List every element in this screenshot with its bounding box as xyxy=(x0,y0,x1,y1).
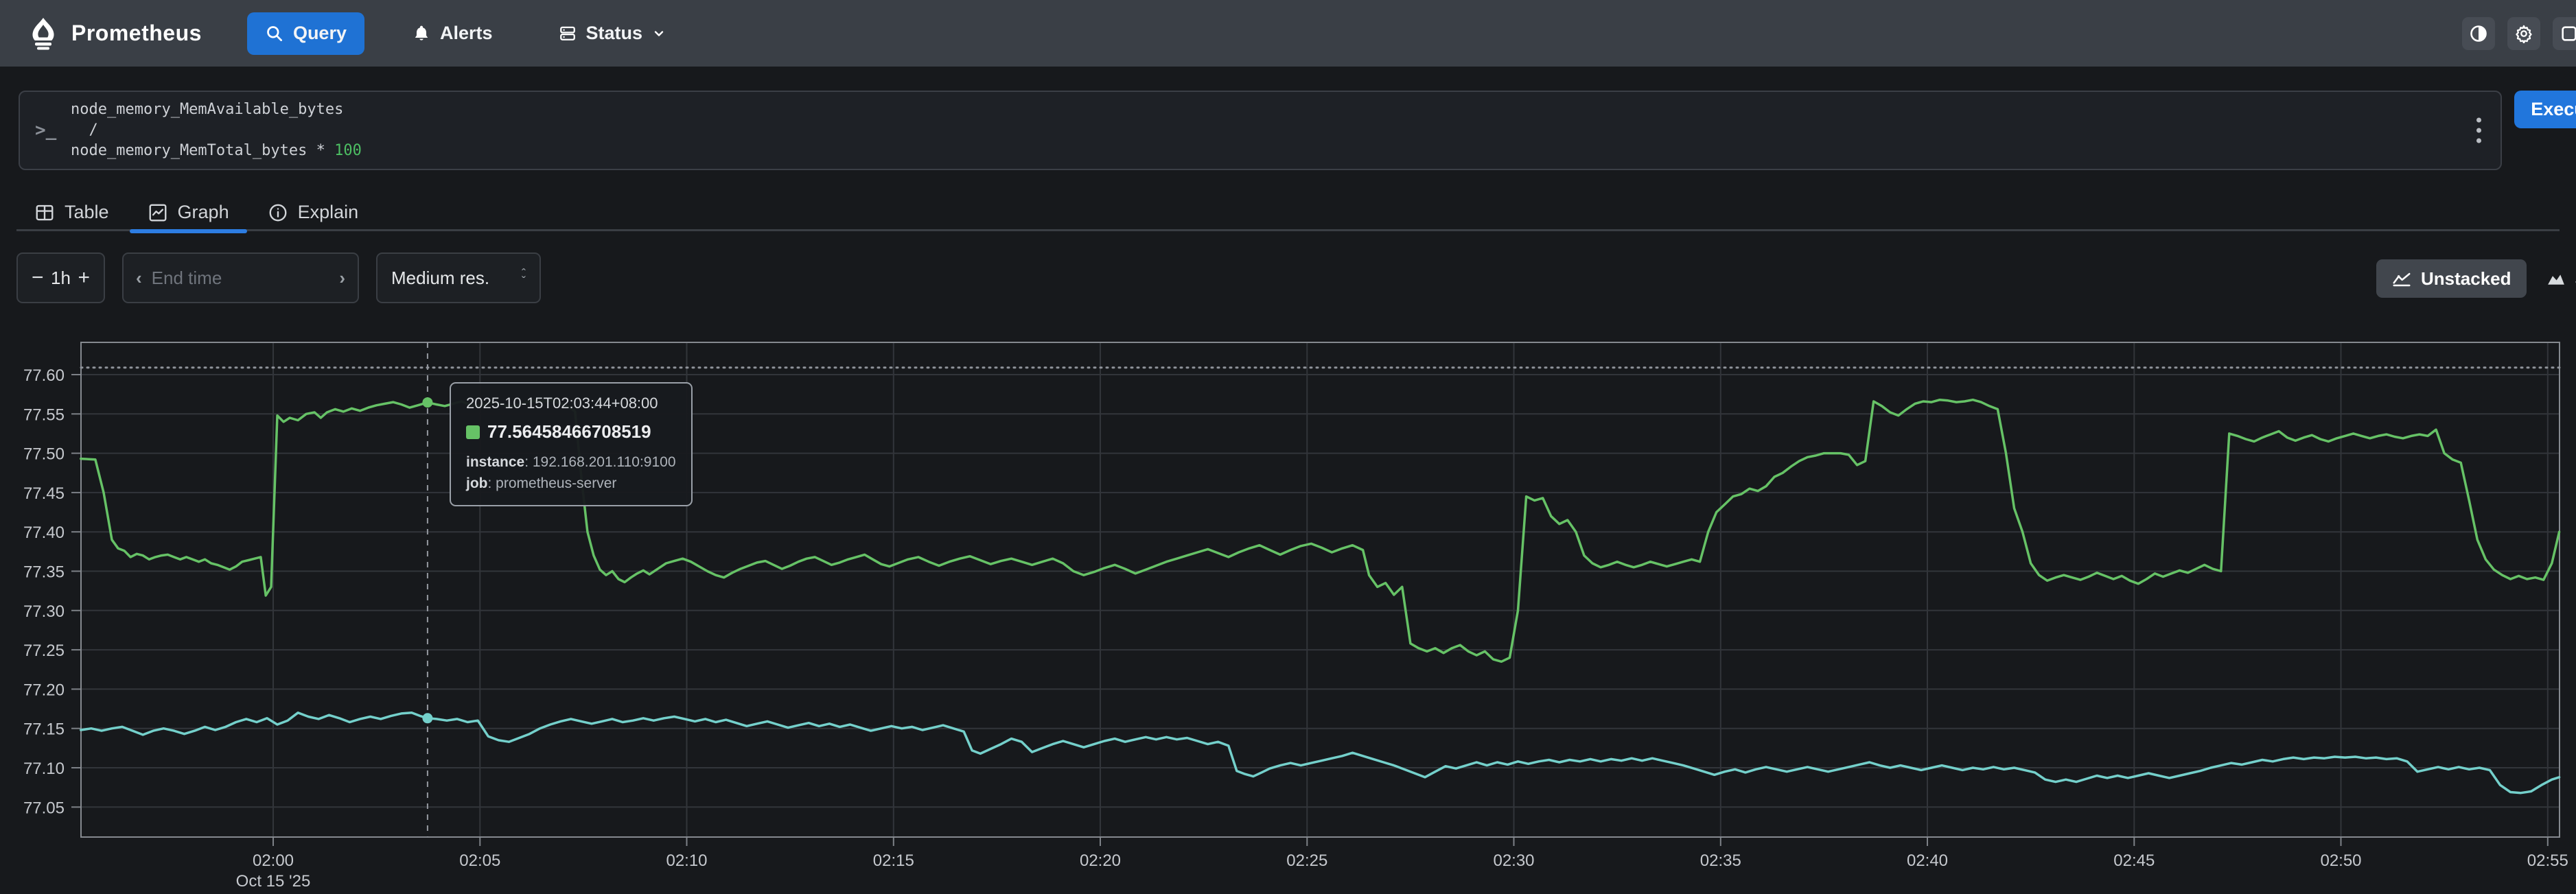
resolution-value: Medium res. xyxy=(391,267,490,288)
range-increase-button[interactable]: + xyxy=(78,266,90,289)
tooltip-timestamp: 2025-10-15T02:03:44+08:00 xyxy=(466,395,658,412)
numeric-literal: 100 xyxy=(334,142,362,159)
range-decrease-button[interactable]: − xyxy=(32,266,44,289)
hover-tooltip: 2025-10-15T02:03:44+08:00 77.56458466708… xyxy=(450,382,693,506)
nav-alerts[interactable]: Alerts xyxy=(395,12,511,55)
svg-text:02:45: 02:45 xyxy=(2113,851,2155,870)
tab-graph-label: Graph xyxy=(177,202,229,222)
svg-text:02:00: 02:00 xyxy=(253,851,294,870)
svg-text:02:50: 02:50 xyxy=(2320,851,2361,870)
svg-text:77.40: 77.40 xyxy=(23,524,65,542)
bell-icon xyxy=(413,24,430,43)
clipped-icon xyxy=(2560,24,2576,43)
svg-text:77.25: 77.25 xyxy=(23,642,65,660)
area-chart-icon xyxy=(2546,268,2566,289)
tab-table[interactable]: Table xyxy=(16,195,127,231)
nav-alerts-label: Alerts xyxy=(439,23,493,43)
time-forward-button[interactable]: › xyxy=(339,267,345,288)
svg-text:77.50: 77.50 xyxy=(23,445,65,464)
info-circle-icon xyxy=(268,202,288,223)
tab-graph[interactable]: Graph xyxy=(129,195,247,233)
gear-icon xyxy=(2514,24,2533,43)
svg-text:77.15: 77.15 xyxy=(23,720,65,739)
graph-icon xyxy=(148,202,168,223)
promql-expression[interactable]: node_memory_MemAvailable_bytes / node_me… xyxy=(71,101,362,159)
table-icon xyxy=(34,202,55,223)
svg-text:02:15: 02:15 xyxy=(873,851,914,870)
svg-text:77.45: 77.45 xyxy=(23,484,65,503)
svg-text:02:55: 02:55 xyxy=(2527,851,2568,870)
result-tabs: Table Graph Explain xyxy=(16,195,2560,233)
prompt-icon: >_ xyxy=(35,120,57,141)
svg-text:77.30: 77.30 xyxy=(23,602,65,621)
search-icon xyxy=(265,24,283,43)
svg-text:77.10: 77.10 xyxy=(23,760,65,778)
overflow-edge-button[interactable] xyxy=(2553,16,2576,50)
query-expression-input[interactable]: >_ node_memory_MemAvailable_bytes / node… xyxy=(19,91,2502,170)
svg-text:77.55: 77.55 xyxy=(23,405,65,424)
range-selector[interactable]: − 1h + xyxy=(16,252,105,303)
svg-text:02:10: 02:10 xyxy=(666,851,707,870)
svg-text:77.05: 77.05 xyxy=(23,799,65,817)
tab-table-label: Table xyxy=(65,202,109,222)
prometheus-logo-icon xyxy=(26,16,60,51)
line-chart-icon xyxy=(2391,268,2412,289)
brand[interactable]: Prometheus xyxy=(26,16,202,51)
unstacked-label: Unstacked xyxy=(2421,268,2511,289)
unstacked-option[interactable]: Unstacked xyxy=(2376,259,2527,298)
range-value[interactable]: 1h xyxy=(51,267,71,288)
app-title: Prometheus xyxy=(71,21,202,45)
svg-text:02:30: 02:30 xyxy=(1493,851,1534,870)
tab-explain[interactable]: Explain xyxy=(250,195,377,231)
svg-text:77.20: 77.20 xyxy=(23,681,65,699)
navbar-actions xyxy=(2462,16,2576,50)
contrast-icon xyxy=(2469,24,2488,43)
stacking-toggle: Unstacked Stacked xyxy=(2376,259,2576,298)
time-back-button[interactable]: ‹ xyxy=(136,267,142,288)
nav-status-label: Status xyxy=(585,23,643,43)
tooltip-value: 77.56458466708519 xyxy=(487,421,651,442)
svg-text:02:25: 02:25 xyxy=(1286,851,1327,870)
main-nav: Query Alerts Status xyxy=(246,12,684,55)
svg-text:02:20: 02:20 xyxy=(1080,851,1121,870)
svg-text:Oct 15 '25: Oct 15 '25 xyxy=(236,872,311,891)
query-options-menu-button[interactable] xyxy=(2472,114,2485,148)
svg-text:02:05: 02:05 xyxy=(459,851,500,870)
chevron-down-icon xyxy=(652,27,666,40)
tooltip-label-job: job: prometheus-server xyxy=(466,475,617,491)
svg-text:77.60: 77.60 xyxy=(23,366,65,385)
server-stack-icon xyxy=(559,24,577,43)
theme-toggle-button[interactable] xyxy=(2462,16,2495,50)
svg-text:02:35: 02:35 xyxy=(1700,851,1741,870)
execute-button[interactable]: Execute xyxy=(2514,91,2576,128)
stacked-label: Stacked xyxy=(2575,268,2576,290)
svg-text:02:40: 02:40 xyxy=(1907,851,1948,870)
nav-status[interactable]: Status xyxy=(541,12,684,55)
settings-button[interactable] xyxy=(2507,16,2540,50)
top-navbar: Prometheus Query Alerts xyxy=(0,0,2576,67)
tab-explain-label: Explain xyxy=(297,202,359,222)
svg-text:77.35: 77.35 xyxy=(23,563,65,582)
end-time-input[interactable]: End time xyxy=(151,267,222,288)
series-color-swatch xyxy=(466,425,480,439)
nav-query[interactable]: Query xyxy=(246,12,364,55)
nav-query-label: Query xyxy=(292,23,347,43)
stacked-option[interactable]: Stacked xyxy=(2531,259,2576,298)
end-time-picker[interactable]: ‹ End time › xyxy=(122,252,359,303)
tooltip-label-instance: instance: 192.168.201.110:9100 xyxy=(466,454,676,470)
